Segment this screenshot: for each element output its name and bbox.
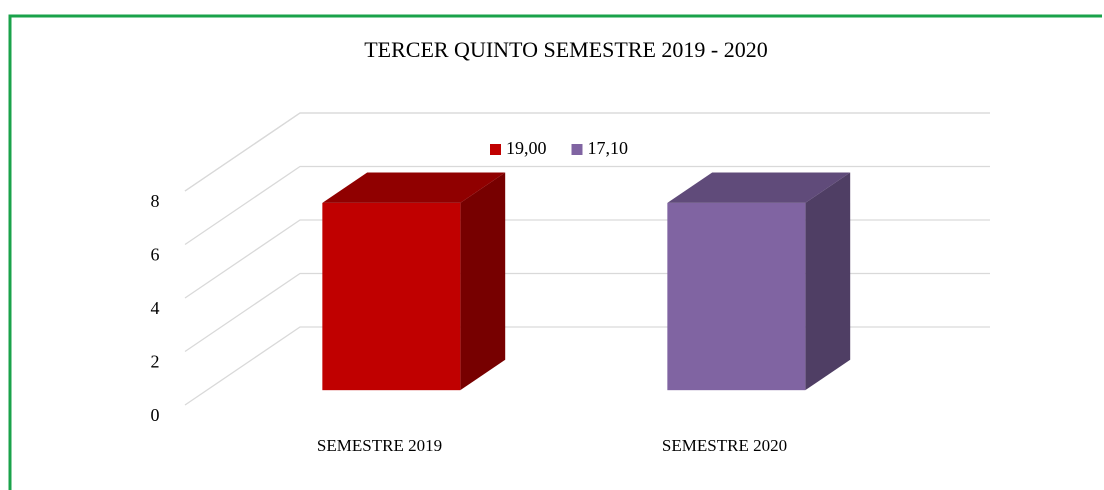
legend-swatch	[490, 144, 501, 155]
y-tick-label: 2	[151, 352, 160, 372]
y-tick-label: 8	[151, 191, 160, 211]
y-tick-label: 4	[151, 298, 160, 318]
frame	[8, 14, 1102, 490]
grid-line	[184, 165, 990, 246]
legend-swatch	[571, 144, 583, 155]
bar-side	[805, 172, 851, 391]
wall-edge	[184, 112, 990, 192]
x-tick-label: SEMESTRE 2019	[317, 436, 442, 455]
bar-top	[322, 172, 506, 203]
grid-line	[184, 326, 990, 406]
bar-side	[460, 172, 506, 391]
y-tick-label: 6	[151, 245, 160, 265]
chart-title: TERCER QUINTO SEMESTRE 2019 - 2020	[364, 37, 768, 62]
grid-line	[184, 272, 990, 353]
bar-top	[667, 172, 851, 203]
x-tick-label: SEMESTRE 2020	[662, 436, 787, 455]
bar	[322, 202, 461, 391]
bar	[667, 202, 806, 391]
y-tick-label: 0	[151, 405, 160, 425]
grid-line	[184, 219, 990, 299]
legend-label: 19,00	[506, 138, 547, 158]
legend-label: 17,10	[588, 138, 629, 158]
